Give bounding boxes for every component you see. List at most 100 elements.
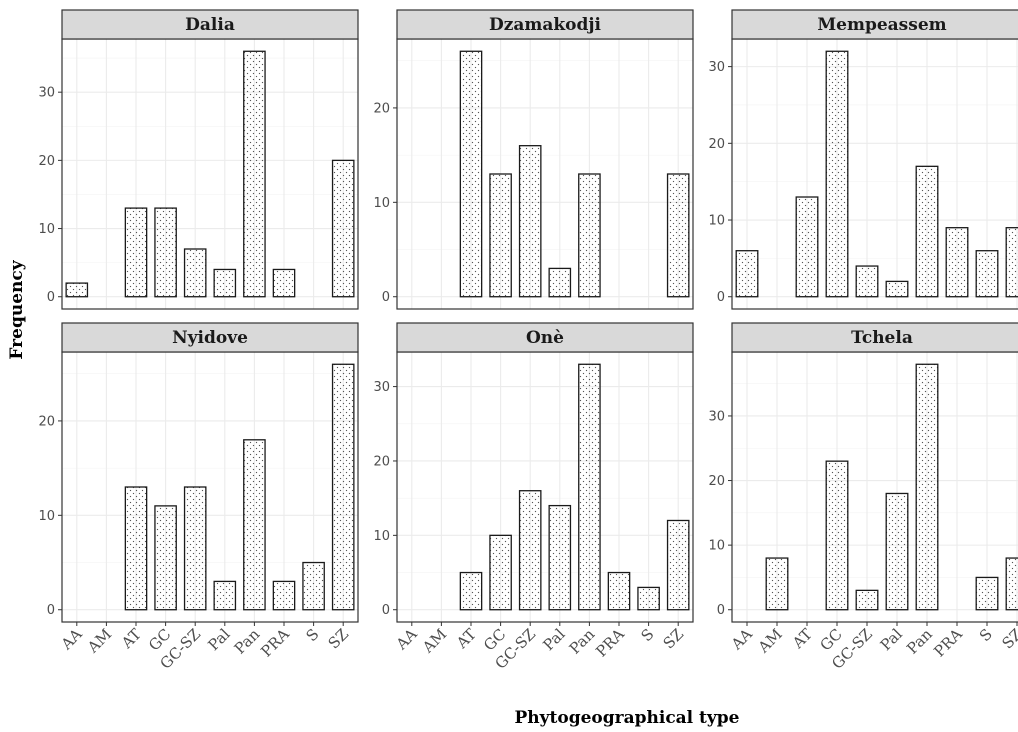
y-tick-label: 0	[717, 290, 725, 305]
y-tick-label: 10	[708, 214, 725, 229]
y-tick-label: 10	[373, 196, 390, 211]
bar	[460, 573, 481, 610]
bar	[460, 51, 481, 296]
bar	[303, 563, 324, 610]
facet-title: Dzamakodji	[489, 15, 602, 35]
x-tick-label: SZ	[325, 625, 352, 652]
y-tick-label: 20	[708, 137, 725, 152]
x-tick-label: Pan	[566, 625, 599, 658]
bar	[155, 208, 176, 297]
bar	[214, 269, 235, 296]
bar	[244, 51, 265, 296]
x-tick-label: S	[637, 625, 657, 645]
x-tick-label: SZ	[660, 625, 687, 652]
x-tick-label: Pal	[205, 625, 234, 654]
y-tick-label: 10	[373, 529, 390, 544]
bar	[668, 520, 689, 609]
x-tick-label: AM	[418, 625, 450, 657]
bar	[916, 364, 938, 609]
facet-panel: Dzamakodji 0 10 20	[373, 10, 693, 309]
bar	[1006, 558, 1018, 610]
bar	[976, 251, 998, 297]
bar	[244, 440, 265, 610]
bar	[736, 251, 758, 297]
x-tick-label: PRA	[592, 625, 628, 661]
bar	[856, 266, 878, 297]
bar	[520, 146, 541, 297]
bar	[766, 558, 788, 610]
bar	[668, 174, 689, 297]
facet-panel: Nyidove01020AAAM AT GCGC-SZ PalPanPRA S SZ	[38, 323, 358, 673]
bar	[579, 174, 600, 297]
bar	[826, 461, 848, 610]
bar	[608, 573, 629, 610]
bar	[549, 506, 570, 610]
facet-title: Tchela	[851, 328, 913, 348]
x-tick-label: S	[302, 625, 322, 645]
x-tick-label: AA	[727, 625, 756, 654]
bar	[490, 174, 511, 297]
x-tick-label: AT	[452, 625, 480, 653]
y-tick-label: 20	[38, 414, 55, 429]
x-tick-label: AA	[392, 625, 421, 654]
bar	[796, 197, 818, 297]
y-tick-label: 10	[38, 222, 55, 237]
x-tick-label: AM	[83, 625, 115, 657]
x-tick-label: AT	[788, 625, 816, 653]
x-tick-label: Pan	[231, 625, 264, 658]
bar	[886, 281, 908, 296]
y-axis-title: Frequency	[7, 259, 27, 359]
bar	[125, 487, 146, 610]
facet-panel: Dalia 0 10 20 30	[38, 10, 358, 309]
bar	[638, 587, 659, 609]
bar	[976, 577, 998, 609]
bar	[886, 493, 908, 609]
bar	[273, 581, 294, 609]
bar	[185, 249, 206, 297]
x-tick-label: S	[976, 625, 996, 645]
y-tick-label: 30	[373, 380, 390, 395]
x-tick-label: SZ	[998, 625, 1018, 652]
x-tick-label: AM	[754, 625, 786, 657]
x-axis-title: Phytogeographical type	[515, 708, 740, 728]
x-tick-label: Pal	[540, 625, 569, 654]
y-tick-label: 10	[708, 539, 725, 554]
y-tick-label: 0	[47, 603, 55, 618]
bar	[520, 491, 541, 610]
bar	[579, 364, 600, 609]
bar	[333, 160, 354, 296]
x-tick-label: PRA	[257, 625, 293, 661]
bar	[155, 506, 176, 610]
bar	[826, 51, 848, 296]
y-tick-label: 20	[373, 454, 390, 469]
bar	[185, 487, 206, 610]
y-tick-label: 20	[373, 101, 390, 116]
bar	[214, 581, 235, 609]
facet-title: Nyidove	[172, 328, 248, 348]
y-tick-label: 0	[47, 290, 55, 305]
facet-panel: Mempeassem 0 10 20 30	[708, 10, 1018, 309]
facet-title: Onè	[526, 328, 564, 348]
bar	[125, 208, 146, 297]
x-tick-label: Pan	[903, 625, 936, 658]
bar	[1006, 228, 1018, 297]
x-tick-label: AA	[57, 625, 86, 654]
y-tick-label: 30	[708, 60, 725, 75]
bar	[490, 535, 511, 609]
facet-title: Dalia	[185, 15, 235, 35]
y-tick-label: 0	[382, 603, 390, 618]
y-tick-label: 20	[708, 474, 725, 489]
y-tick-label: 0	[717, 603, 725, 618]
y-tick-label: 30	[708, 409, 725, 424]
bar	[549, 268, 570, 296]
x-tick-label: PRA	[930, 625, 966, 661]
y-tick-label: 20	[38, 154, 55, 169]
y-tick-label: 30	[38, 86, 55, 101]
bar	[273, 269, 294, 296]
x-tick-label: AT	[117, 625, 145, 653]
facet-title: Mempeassem	[817, 15, 946, 35]
bar	[946, 228, 968, 297]
